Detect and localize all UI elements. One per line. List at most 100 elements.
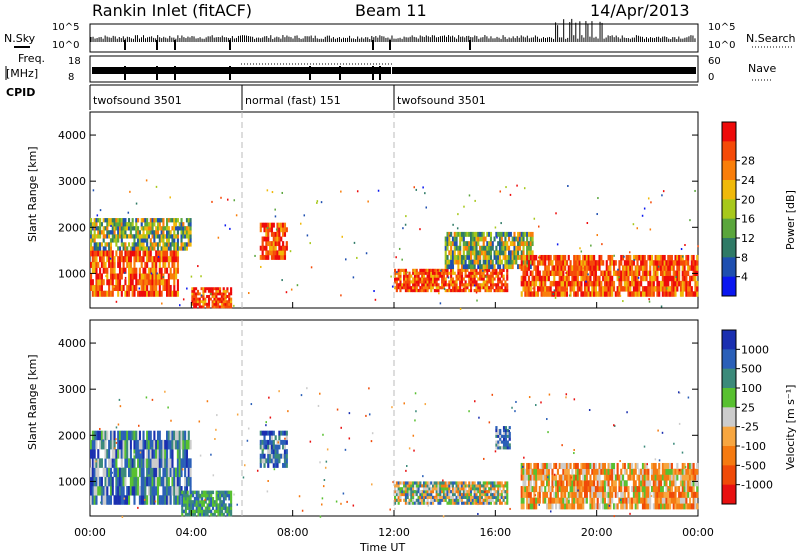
echo-cell	[146, 261, 149, 268]
echo-cell	[688, 265, 692, 271]
echo-cell	[629, 265, 632, 271]
echo-cell	[160, 439, 163, 450]
echo-cell	[280, 453, 283, 459]
echo-cell	[270, 439, 274, 445]
echo-cell	[584, 462, 587, 470]
echo-cell	[598, 260, 601, 266]
echo-cell	[497, 274, 500, 278]
echo-cell	[158, 467, 161, 478]
echo-cell	[498, 288, 502, 293]
echo-cell	[533, 260, 536, 266]
echo-cell	[222, 302, 225, 306]
echo-cell	[153, 495, 156, 505]
echo-cell	[480, 498, 483, 502]
echo-cell	[495, 434, 498, 438]
echo-cell	[486, 288, 489, 293]
echo-cell	[439, 481, 442, 485]
echo-cell	[129, 261, 132, 268]
echo-cell	[471, 245, 474, 251]
echo-cell	[111, 222, 114, 227]
echo-cell	[413, 492, 417, 497]
echo-cell	[495, 440, 498, 444]
echo-cell	[471, 268, 474, 272]
echo-cell	[486, 245, 489, 251]
echo-cell	[195, 490, 198, 495]
echo-cell	[140, 279, 143, 286]
echo-cell	[108, 495, 111, 505]
echo-cell	[495, 274, 498, 278]
echo-cell	[144, 486, 147, 496]
echo-cell	[272, 231, 275, 237]
echo-cell	[164, 250, 167, 257]
echo-dot	[217, 236, 220, 239]
echo-dot	[169, 196, 171, 199]
echo-cell	[113, 218, 116, 223]
echo-cell	[672, 275, 675, 282]
echo-cell	[475, 498, 478, 502]
echo-dot	[341, 235, 343, 238]
echo-cell	[632, 270, 635, 277]
echo-cell	[489, 490, 493, 494]
echo-dot	[99, 427, 101, 430]
echo-cell	[555, 486, 558, 493]
echo-dot	[370, 440, 373, 443]
echo-cell	[453, 280, 456, 284]
echo-cell	[618, 474, 621, 481]
echo-cell	[482, 492, 485, 497]
echo-cell	[600, 497, 603, 504]
echo-cell	[259, 227, 262, 233]
echo-cell	[620, 503, 623, 510]
echo-cell	[576, 497, 579, 504]
echo-cell	[93, 222, 96, 227]
echo-cell	[489, 236, 493, 242]
echo-cell	[502, 495, 505, 500]
echo-cell	[144, 476, 147, 487]
echo-cell	[155, 273, 158, 280]
echo-cell	[504, 481, 507, 485]
echo-cell	[593, 503, 596, 510]
echo-cell	[527, 245, 531, 251]
echo-cell	[90, 226, 93, 231]
echo-cell	[430, 487, 433, 491]
echo-cell	[106, 256, 109, 263]
echo-dot	[608, 504, 611, 507]
echo-cell	[459, 250, 462, 256]
echo-cell	[596, 486, 599, 493]
echo-cell	[93, 238, 96, 243]
echo-cell	[394, 498, 397, 502]
echo-cell	[498, 236, 502, 242]
echo-cell	[202, 289, 205, 293]
echo-cell	[611, 486, 614, 493]
echo-cell	[607, 270, 610, 277]
echo-cell	[506, 268, 509, 272]
echo-cell	[584, 280, 587, 287]
echo-cell	[535, 468, 538, 475]
echo-cell	[217, 503, 220, 507]
echo-cell	[622, 462, 625, 470]
echo-cell	[441, 495, 444, 500]
echo-cell	[580, 468, 583, 475]
echo-cell	[560, 265, 563, 271]
echo-cell	[115, 273, 118, 280]
echo-cell	[100, 273, 103, 280]
echo-cell	[153, 439, 156, 450]
echo-cell	[687, 265, 690, 271]
echo-cell	[91, 267, 94, 274]
echo-cell	[497, 264, 500, 270]
echo-cell	[189, 476, 192, 487]
echo-cell	[477, 277, 480, 281]
echo-cell	[406, 484, 409, 488]
echo-cell	[202, 300, 205, 304]
echo-dot	[579, 247, 581, 250]
echo-cell	[460, 264, 464, 270]
echo-dot	[422, 475, 424, 478]
echo-cell	[100, 242, 103, 247]
echo-cell	[166, 439, 169, 450]
echo-cell	[166, 218, 169, 223]
colorbar-swatch	[722, 122, 736, 142]
echo-cell	[415, 490, 418, 494]
echo-cell	[128, 430, 131, 441]
echo-cell	[551, 486, 554, 493]
echo-cell	[169, 430, 172, 441]
echo-cell	[142, 279, 145, 286]
